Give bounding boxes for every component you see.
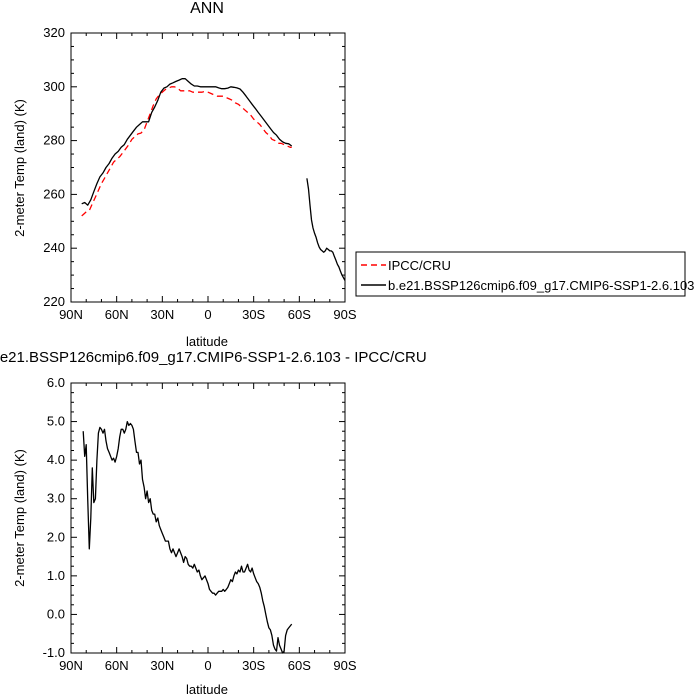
top-y-axis: 220 240 260 280 300 320 [43, 25, 345, 309]
bottom-y-tick-label: 2.0 [47, 529, 65, 544]
bottom-x-tick-label: 90S [333, 658, 356, 673]
legend-label-model: b.e21.BSSP126cmip6.f09_g17.CMIP6-SSP1-2.… [388, 278, 694, 293]
top-x-tick-label: 0 [204, 307, 211, 322]
top-x-tick-label: 30S [242, 307, 265, 322]
bottom-y-tick-label: 6.0 [47, 375, 65, 390]
bottom-x-tick-label: 60N [105, 658, 129, 673]
top-x-axis-label: latitude [186, 334, 228, 349]
top-y-tick-label: 260 [43, 186, 65, 201]
top-series-1-line-segment-0 [81, 78, 293, 206]
top-series-0-line [81, 86, 292, 217]
bottom-x-tick-label: 0 [204, 658, 211, 673]
top-y-tick-label: 300 [43, 79, 65, 94]
bottom-x-tick-label: 30S [242, 658, 265, 673]
bottom-y-tick-label: 4.0 [47, 452, 65, 467]
bottom-x-axis: 90N 60N 30N 0 30S 60S 90S [59, 383, 357, 673]
top-chart-title: ANN [190, 0, 224, 17]
bottom-series-0-line [82, 420, 293, 654]
top-x-tick-label: 60N [105, 307, 129, 322]
bottom-x-tick-label: 30N [150, 658, 174, 673]
legend-frame [355, 251, 686, 297]
bottom-y-tick-label: -1.0 [43, 645, 65, 660]
bottom-x-tick-label: 60S [288, 658, 311, 673]
top-x-tick-label: 90S [333, 307, 356, 322]
bottom-x-axis-label: latitude [186, 682, 228, 697]
bottom-y-axis: -1.0 0.0 1.0 2.0 3.0 4.0 5.0 6.0 [43, 375, 345, 660]
top-x-tick-label: 60S [288, 307, 311, 322]
top-y-axis-label: 2-meter Temp (land) (K) [12, 99, 27, 237]
bottom-chart: b.e21.BSSP126cmip6.f09_g17.CMIP6-SSP1-2.… [0, 349, 427, 697]
bottom-series-group [82, 420, 293, 654]
top-x-tick-label: 90N [59, 307, 83, 322]
top-x-tick-label: 30N [150, 307, 174, 322]
top-chart: ANN 90N 60N 30N 0 30S 60S 90S 220 240 260 280 300 3… [12, 0, 357, 349]
bottom-y-tick-label: 3.0 [47, 491, 65, 506]
bottom-plot-frame [70, 382, 346, 654]
bottom-chart-title: b.e21.BSSP126cmip6.f09_g17.CMIP6-SSP1-2.… [0, 349, 427, 366]
top-y-tick-label: 320 [43, 25, 65, 40]
bottom-y-tick-label: 5.0 [47, 414, 65, 429]
top-series-1-line-segment-1 [306, 178, 346, 281]
top-series-group [81, 78, 346, 281]
bottom-y-tick-label: 1.0 [47, 568, 65, 583]
top-y-tick-label: 280 [43, 133, 65, 148]
bottom-x-tick-label: 90N [59, 658, 83, 673]
legend-label-ipcc-cru: IPCC/CRU [388, 258, 451, 273]
top-y-tick-label: 240 [43, 240, 65, 255]
top-x-axis: 90N 60N 30N 0 30S 60S 90S [59, 33, 357, 322]
top-plot-frame [70, 32, 346, 303]
top-y-tick-label: 220 [43, 294, 65, 309]
legend: IPCC/CRU b.e21.BSSP126cmip6.f09_g17.CMIP… [355, 251, 694, 297]
bottom-y-tick-label: 0.0 [47, 606, 65, 621]
bottom-y-axis-label: 2-meter Temp (land) (K) [12, 449, 27, 587]
